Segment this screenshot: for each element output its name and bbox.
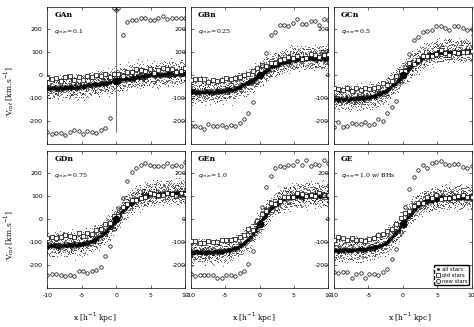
Text: $q_{mer}$=0.75: $q_{mer}$=0.75 (55, 171, 88, 180)
Text: x [h$^{-1}$ kpc]: x [h$^{-1}$ kpc] (388, 311, 432, 325)
Text: $q_{mer}$=1.0: $q_{mer}$=1.0 (198, 171, 227, 180)
Text: $q_{mer}$=1.0 w/ BHs: $q_{mer}$=1.0 w/ BHs (341, 171, 395, 180)
Text: x [h$^{-1}$ kpc]: x [h$^{-1}$ kpc] (73, 311, 117, 325)
Text: GE: GE (341, 155, 353, 163)
Text: GEn: GEn (198, 155, 216, 163)
Text: $q_{mer}$=0.1: $q_{mer}$=0.1 (55, 27, 83, 36)
Text: GCn: GCn (341, 11, 359, 19)
Text: V$_{rot}$ [km.s$^{-1}$]: V$_{rot}$ [km.s$^{-1}$] (2, 67, 16, 116)
Text: GDn: GDn (55, 155, 73, 163)
Text: GAn: GAn (55, 11, 73, 19)
Text: $q_{mer}$=0.25: $q_{mer}$=0.25 (198, 27, 231, 36)
Text: x [h$^{-1}$ kpc]: x [h$^{-1}$ kpc] (232, 311, 275, 325)
Text: $q_{mer}$=0.5: $q_{mer}$=0.5 (341, 27, 370, 36)
Text: GBn: GBn (198, 11, 216, 19)
Legend: all stars, old stars, new stars: all stars, old stars, new stars (434, 266, 469, 285)
Text: V$_{rot}$ [km.s$^{-1}$]: V$_{rot}$ [km.s$^{-1}$] (2, 211, 16, 260)
